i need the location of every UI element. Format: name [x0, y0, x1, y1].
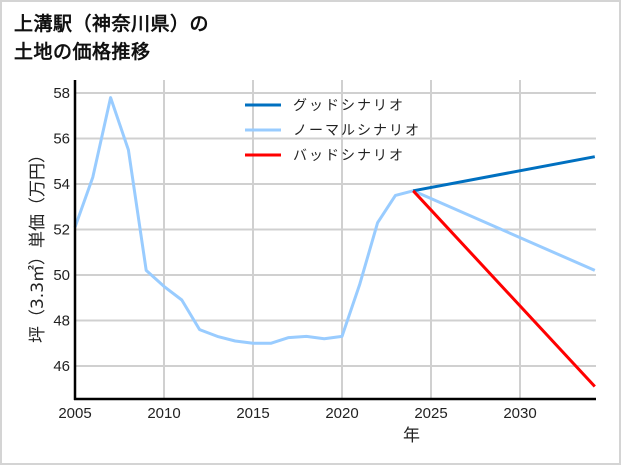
chart-title-line2: 土地の価格推移: [14, 41, 151, 63]
y-tick-label: 46: [53, 358, 70, 375]
y-tick-label: 50: [53, 267, 70, 284]
legend-label: グッドシナリオ: [293, 98, 405, 114]
y-tick-label: 52: [53, 222, 70, 239]
series-line: [412, 155, 596, 193]
series-line: [412, 189, 596, 388]
x-tick-label: 2015: [236, 405, 269, 422]
y-tick-label: 48: [53, 313, 70, 330]
chart-title: 上溝駅（神奈川県）の 土地の価格推移: [14, 10, 209, 66]
y-tick-label: 54: [53, 176, 70, 193]
y-axis-label: 坪（3.3㎡）単価（万円）: [28, 146, 48, 343]
x-tick-label: 2020: [325, 405, 358, 422]
x-axis-label: 年: [403, 426, 420, 446]
chart-title-line1: 上溝駅（神奈川県）の: [14, 13, 210, 35]
legend-label: バッドシナリオ: [293, 148, 405, 164]
x-tick-label: 2005: [58, 405, 91, 422]
legend-label: ノーマルシナリオ: [293, 123, 421, 139]
y-tick-label: 56: [53, 131, 70, 148]
x-tick-label: 2030: [503, 405, 536, 422]
y-tick-label: 58: [53, 85, 70, 102]
x-tick-label: 2025: [414, 405, 447, 422]
series-line: [73, 96, 596, 345]
x-tick-label: 2010: [147, 405, 180, 422]
